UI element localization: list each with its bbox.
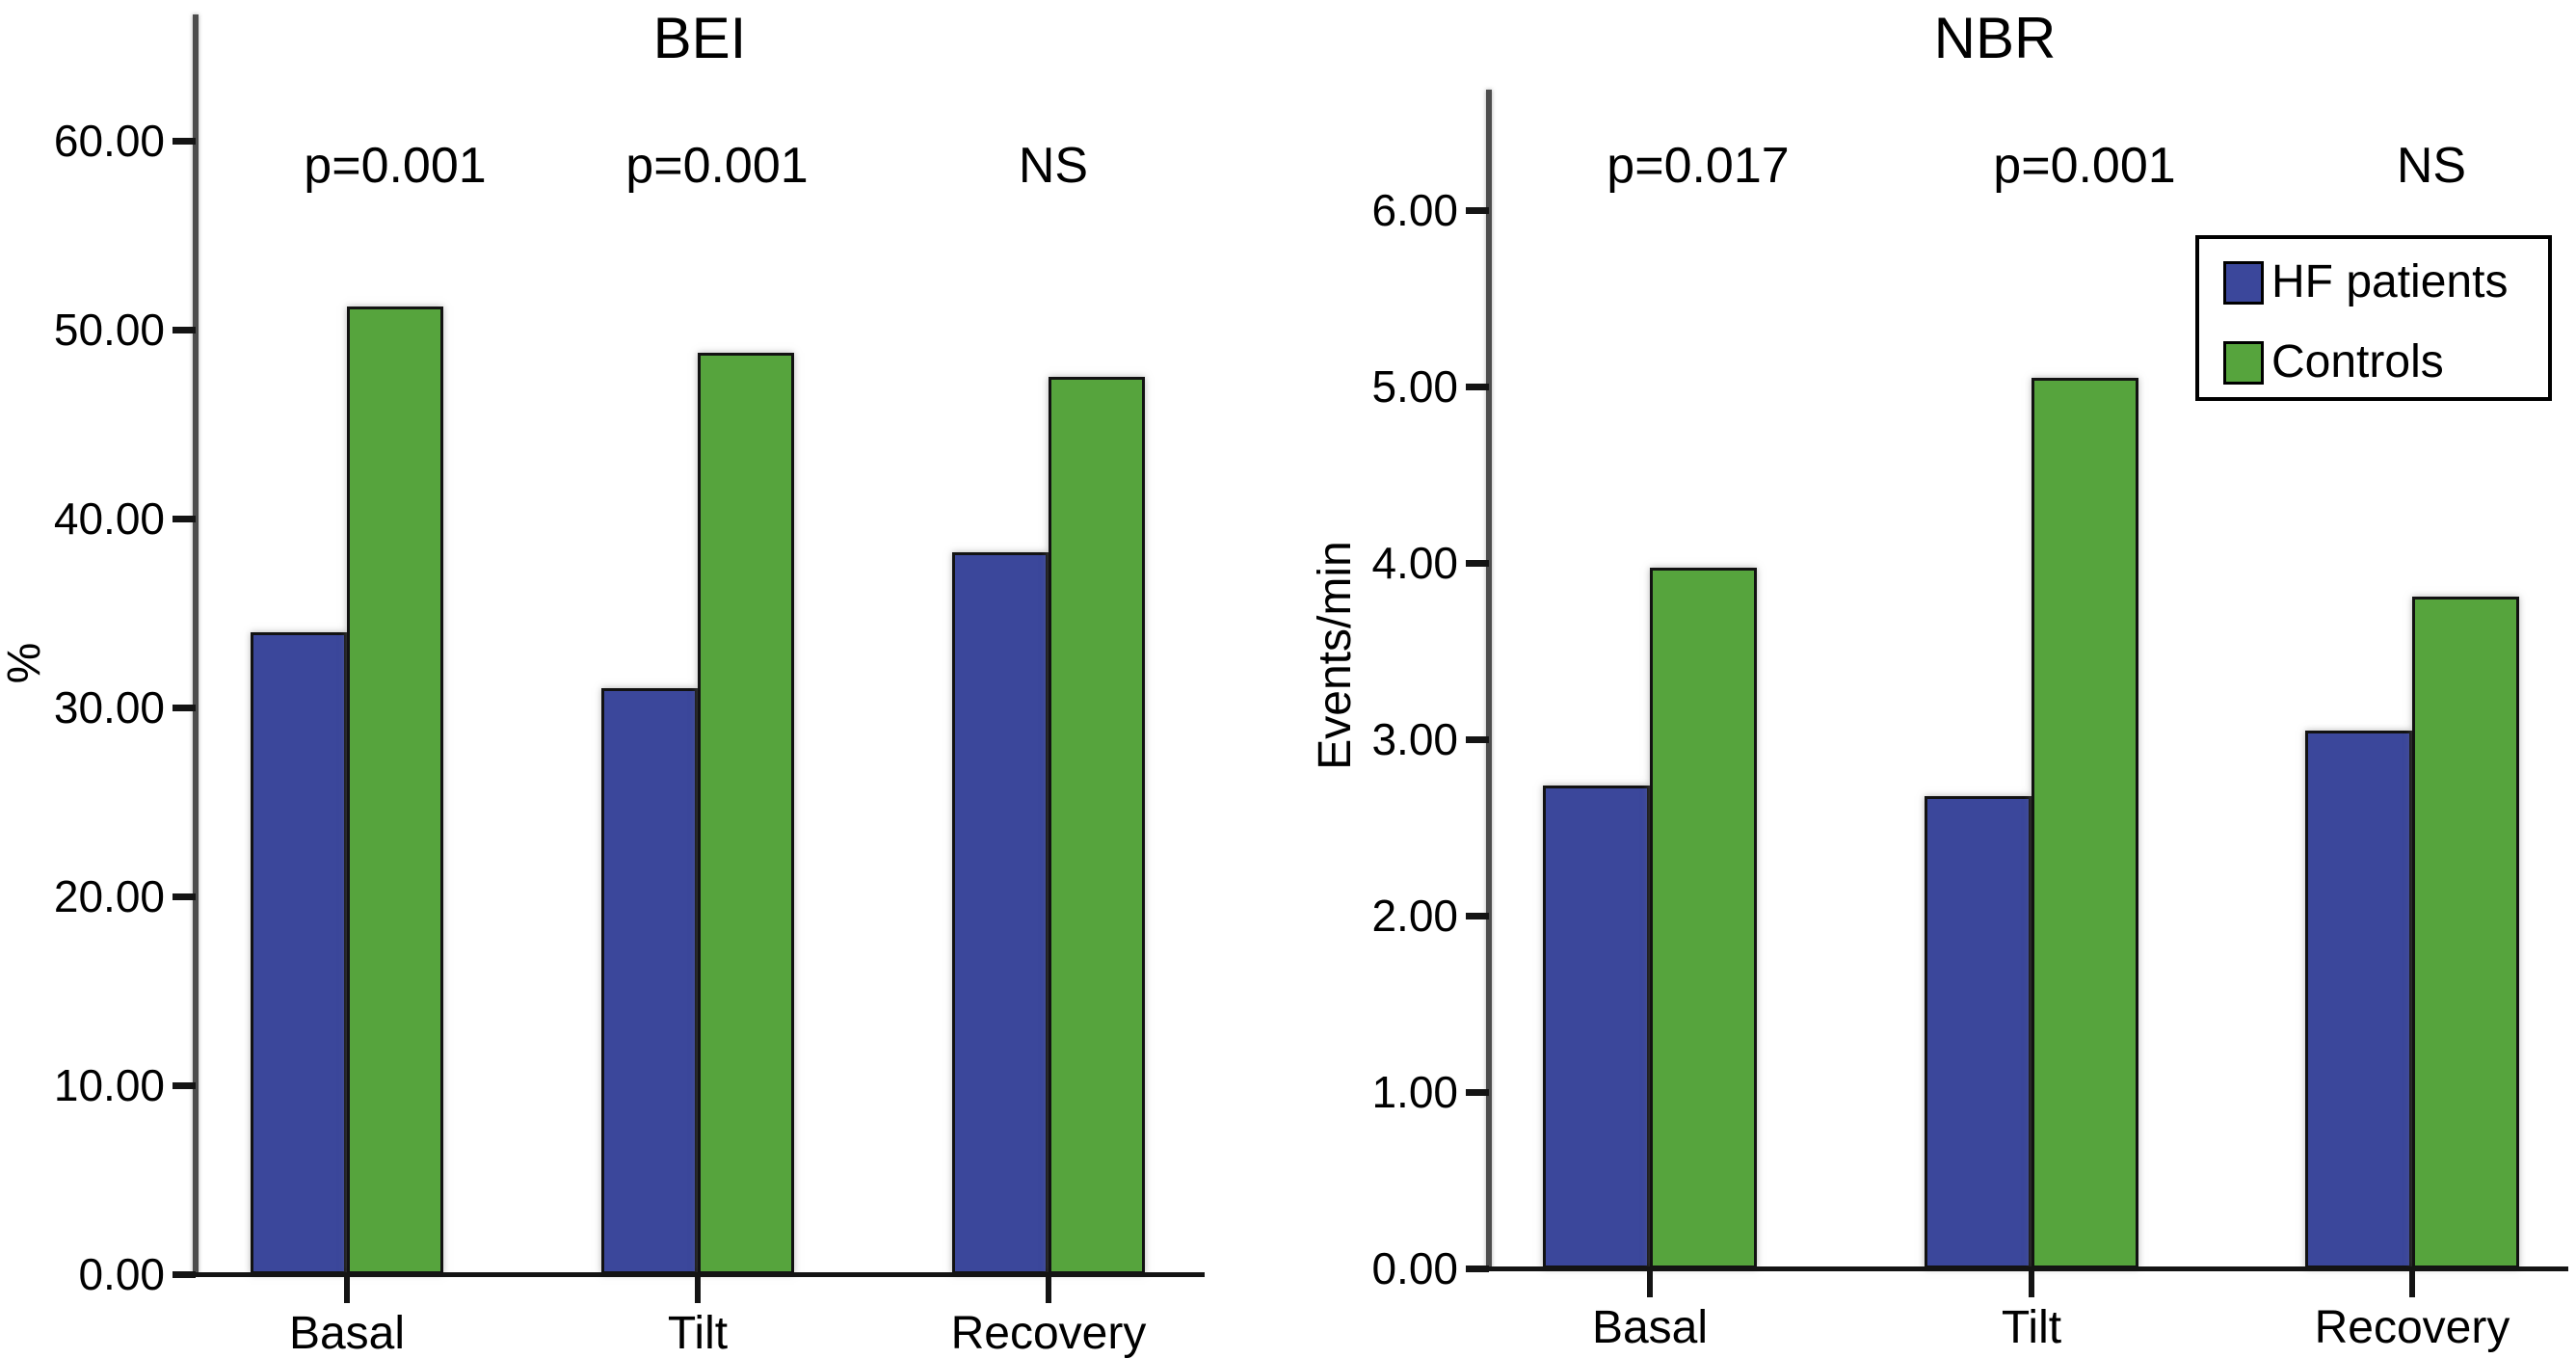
plot-area-bei: 0.00 10.00 20.00 30.00 40.00 50.00 60.00 Basal p… — [53, 14, 1205, 1359]
annotation-basal: p=0.017 — [1607, 138, 1790, 194]
y-tick-label-30.00: 30.00 — [53, 682, 165, 733]
x-tick-label-tilt: Tilt — [2001, 1302, 2062, 1353]
legend-item-controls: Controls — [2223, 339, 2444, 386]
x-axis-line — [1466, 1266, 2568, 1271]
x-tick-tilt — [2029, 1268, 2034, 1297]
chart-title-nbr: NBR — [1933, 6, 2057, 70]
bar-hf-patients-tilt — [1925, 796, 2032, 1268]
x-tick-label-tilt: Tilt — [667, 1308, 729, 1359]
y-tick-label-4.00: 4.00 — [1371, 538, 1458, 588]
x-tick-label-recovery: Recovery — [950, 1308, 1147, 1359]
y-tick-1.00 — [1466, 1089, 1489, 1096]
chart-title-bei: BEI — [652, 6, 747, 70]
x-tick-recovery — [2409, 1268, 2415, 1297]
legend: HF patients Controls — [2195, 235, 2552, 401]
legend-swatch-controls — [2223, 340, 2264, 385]
y-tick-label-2.00: 2.00 — [1371, 891, 1458, 941]
legend-item-hf-patients: HF patients — [2223, 259, 2508, 306]
y-axis-line — [1486, 90, 1492, 1268]
annotation-recovery: NS — [1018, 138, 1089, 194]
y-tick-label-3.00: 3.00 — [1371, 714, 1458, 764]
y-tick-label-10.00: 10.00 — [53, 1060, 165, 1110]
x-tick-label-basal: Basal — [288, 1308, 406, 1359]
x-tick-tilt — [695, 1274, 701, 1303]
bar-controls-recovery — [1049, 377, 1145, 1274]
y-tick-label-20.00: 20.00 — [53, 871, 165, 921]
y-tick-6.00 — [1466, 207, 1489, 214]
bar-hf-patients-recovery — [952, 552, 1049, 1274]
y-tick-label-5.00: 5.00 — [1371, 361, 1458, 412]
y-tick-3.00 — [1466, 736, 1489, 743]
y-tick-label-0.00: 0.00 — [78, 1249, 165, 1299]
x-tick-label-basal: Basal — [1591, 1302, 1709, 1353]
bar-hf-patients-tilt — [601, 688, 698, 1274]
x-tick-basal — [1647, 1268, 1653, 1297]
bar-controls-basal — [347, 306, 443, 1274]
bar-hf-patients-basal — [251, 632, 347, 1274]
y-tick-30.00 — [173, 705, 196, 711]
y-tick-10.00 — [173, 1082, 196, 1089]
y-tick-50.00 — [173, 327, 196, 333]
y-tick-label-40.00: 40.00 — [53, 493, 165, 544]
bar-hf-patients-recovery — [2305, 731, 2412, 1268]
x-tick-recovery — [1046, 1274, 1051, 1303]
legend-label-controls: Controls — [2271, 336, 2444, 387]
annotation-recovery: NS — [2396, 138, 2467, 194]
annotation-tilt: p=0.001 — [1993, 138, 2176, 194]
y-axis-line — [193, 14, 199, 1274]
y-tick-label-50.00: 50.00 — [53, 305, 165, 355]
y-tick-label-1.00: 1.00 — [1371, 1067, 1458, 1117]
y-tick-label-60.00: 60.00 — [53, 116, 165, 166]
bar-hf-patients-basal — [1543, 786, 1650, 1268]
x-tick-basal — [344, 1274, 350, 1303]
y-tick-2.00 — [1466, 913, 1489, 919]
y-tick-40.00 — [173, 516, 196, 522]
bar-controls-recovery — [2412, 597, 2519, 1268]
y-tick-label-0.00: 0.00 — [1371, 1243, 1458, 1293]
annotation-tilt: p=0.001 — [625, 138, 809, 194]
y-tick-20.00 — [173, 893, 196, 900]
y-tick-4.00 — [1466, 560, 1489, 567]
legend-swatch-hf-patients — [2223, 260, 2264, 305]
x-axis-line — [173, 1272, 1205, 1277]
legend-label-hf-patients: HF patients — [2271, 256, 2509, 307]
y-tick-60.00 — [173, 138, 196, 145]
bar-controls-basal — [1650, 568, 1757, 1268]
chart-panel-nbr: NBR Events/min 0.00 1.00 2.00 3.00 4.00 5.00 6… — [1291, 0, 2576, 1359]
bar-controls-tilt — [698, 353, 794, 1274]
chart-panel-bei: BEI % 0.00 10.00 20.00 30.00 40.00 50.00 60.00… — [0, 6, 1205, 1359]
y-tick-label-6.00: 6.00 — [1371, 185, 1458, 235]
y-tick-5.00 — [1466, 384, 1489, 390]
annotation-basal: p=0.001 — [304, 138, 487, 194]
bar-controls-tilt — [2032, 378, 2138, 1268]
plot-area-nbr: 0.00 1.00 2.00 3.00 4.00 5.00 6.00 Basal p=0.017… — [1291, 0, 2576, 1359]
x-tick-label-recovery: Recovery — [2314, 1302, 2510, 1353]
